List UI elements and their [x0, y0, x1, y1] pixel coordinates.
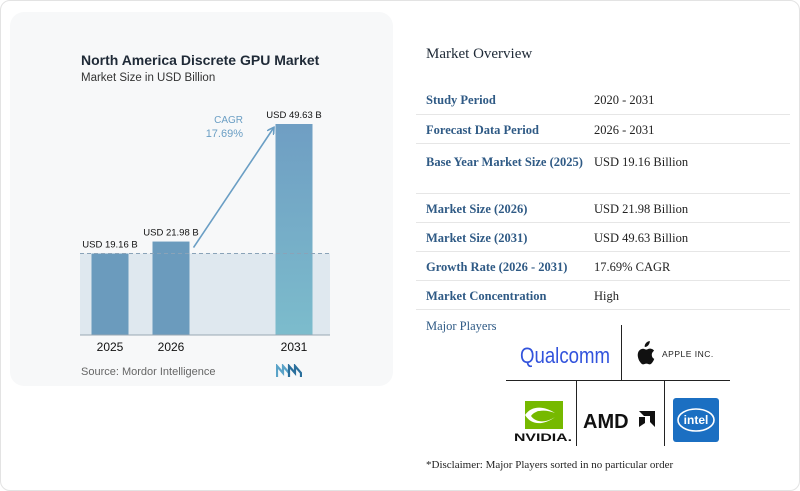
- row-value: USD 21.98 Billion: [594, 201, 689, 216]
- row-value: High: [594, 288, 619, 303]
- x-tick-2025: 2025: [97, 340, 124, 354]
- row-value: 2026 - 2031: [594, 122, 655, 137]
- row-label: Base Year Market Size (2025): [426, 154, 583, 169]
- x-tick-2031: 2031: [281, 340, 308, 354]
- disclaimer-note: *Disclaimer: Major Players sorted in no …: [426, 459, 674, 471]
- bar-2031: [275, 124, 313, 335]
- row-value: 17.69% CAGR: [594, 259, 671, 274]
- divider: [506, 380, 730, 381]
- intel-wordmark: intel: [684, 413, 709, 427]
- cagr-value: 17.69%: [206, 128, 244, 140]
- divider: [576, 380, 577, 446]
- apple-wordmark: APPLE INC.: [662, 349, 714, 359]
- row-label: Growth Rate (2026 - 2031): [426, 259, 568, 274]
- row-label: Forecast Data Period: [426, 122, 539, 137]
- row-label: Market Size (2026): [426, 201, 528, 216]
- chart-subtitle: Market Size in USD Billion: [81, 72, 216, 84]
- bar-2025: [91, 253, 129, 335]
- market-overview-title: Market Overview: [426, 46, 533, 62]
- amd-arrow-icon: [639, 411, 655, 427]
- divider: [621, 325, 622, 381]
- table-row: Market Size (2026) USD 21.98 Billion: [416, 193, 790, 222]
- chart-title: North America Discrete GPU Market: [81, 52, 320, 68]
- table-row: Base Year Market Size (2025) USD 19.16 B…: [416, 143, 790, 193]
- mordor-logo-icon: [276, 364, 302, 377]
- bar-chart: USD 19.16 B USD 21.98 B USD 49.63 B 2025 20…: [80, 110, 330, 354]
- bar-2026: [152, 241, 190, 335]
- row-value: USD 49.63 Billion: [594, 230, 689, 245]
- cagr-label: CAGR: [214, 115, 243, 126]
- data-label-2031: USD 49.63 B: [266, 110, 321, 121]
- apple-icon: [637, 341, 655, 365]
- row-label: Market Concentration: [426, 288, 547, 303]
- data-label-2026: USD 21.98 B: [143, 228, 198, 239]
- divider: [664, 380, 665, 446]
- table-row: Study Period 2020 - 2031: [416, 85, 790, 114]
- row-value: 2020 - 2031: [594, 93, 655, 107]
- growth-arrow: [192, 128, 274, 248]
- nvidia-logo: NVIDIA.: [514, 401, 572, 444]
- table-row: Market Concentration High: [416, 280, 790, 309]
- source-note: Source: Mordor Intelligence: [81, 366, 216, 378]
- x-tick-2026: 2026: [158, 340, 185, 354]
- row-label: Market Size (2031): [426, 230, 528, 245]
- qualcomm-wordmark: Qualcomm: [520, 343, 610, 368]
- intel-badge-icon: intel: [677, 408, 715, 432]
- data-label-2025: USD 19.16 B: [82, 240, 137, 251]
- intel-logo: intel: [673, 398, 719, 442]
- table-row: Forecast Data Period 2026 - 2031: [416, 114, 790, 143]
- major-players-title: Major Players: [426, 319, 497, 333]
- row-label: Study Period: [426, 93, 496, 107]
- amd-logo: AMD: [583, 411, 655, 433]
- row-value: USD 19.16 Billion: [594, 154, 689, 169]
- table-row: Market Size (2031) USD 49.63 Billion: [416, 222, 790, 251]
- market-overview-table: Study Period 2020 - 2031 Forecast Data P…: [416, 85, 790, 310]
- nvidia-wordmark: NVIDIA.: [514, 432, 572, 444]
- qualcomm-logo: Qualcomm: [520, 343, 610, 368]
- table-row: Growth Rate (2026 - 2031) 17.69% CAGR: [416, 251, 790, 280]
- amd-wordmark: AMD: [583, 411, 629, 433]
